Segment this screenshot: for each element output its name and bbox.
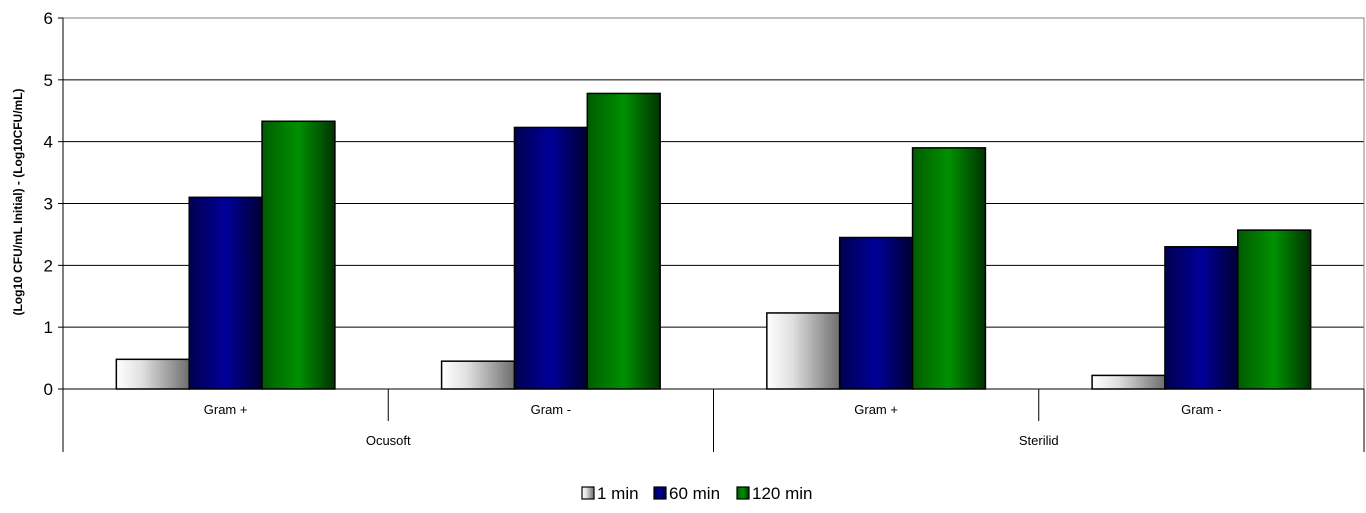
legend-swatch — [736, 486, 750, 500]
bar-120-min-3 — [911, 147, 987, 390]
bars — [115, 92, 1312, 390]
y-tick-label: 0 — [44, 380, 53, 399]
legend-label: 120 min — [752, 484, 812, 503]
legend: 1 min 60 min 120 min — [581, 484, 812, 503]
bar-1-min-1 — [115, 358, 190, 390]
bar-1-min-4 — [1091, 374, 1166, 390]
x-category-label: Gram + — [204, 402, 248, 417]
bar-1-min-3 — [766, 312, 841, 390]
legend-swatch — [653, 486, 667, 500]
bar-60-min-2 — [513, 126, 589, 390]
y-tick-label: 1 — [44, 318, 53, 337]
bar-60-min-3 — [838, 236, 914, 390]
x-group-label: Ocusoft — [366, 433, 411, 448]
bar-120-min-1 — [261, 120, 336, 390]
bar-60-min-1 — [188, 196, 263, 390]
bar-1-min-2 — [440, 360, 516, 390]
legend-label: 1 min — [597, 484, 639, 503]
x-group-label: Sterilid — [1019, 433, 1059, 448]
x-category-label: Gram - — [1181, 402, 1221, 417]
bar-60-min-4 — [1164, 246, 1239, 390]
y-tick-label: 6 — [44, 9, 53, 28]
y-tick-label: 4 — [44, 133, 53, 152]
legend-label: 60 min — [669, 484, 720, 503]
bar-120-min-4 — [1237, 229, 1312, 390]
y-axis-title: (Log10 CFU/mL Initial) - (Log10CFU/mL) — [11, 88, 25, 315]
x-category-label: Gram + — [854, 402, 898, 417]
y-tick-label: 3 — [44, 195, 53, 214]
y-tick-label: 2 — [44, 256, 53, 275]
bar-120-min-2 — [586, 92, 661, 390]
axes: 0 1 2 3 4 5 6 Gram + Gram - Gram + Gram - Ocusoft St… — [44, 9, 1365, 452]
x-category-label: Gram - — [531, 402, 571, 417]
legend-swatch — [581, 486, 595, 500]
y-tick-label: 5 — [44, 71, 53, 90]
